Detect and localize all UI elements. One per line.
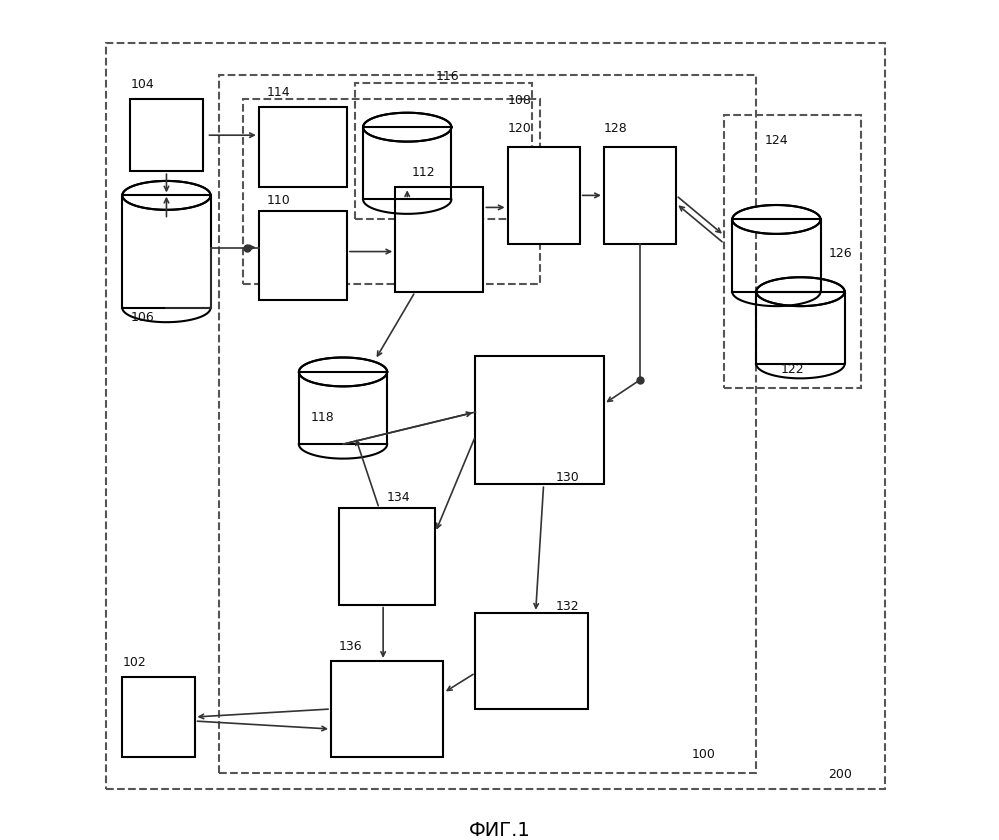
FancyBboxPatch shape: [122, 677, 195, 757]
Text: 112: 112: [412, 166, 435, 179]
Text: 134: 134: [388, 491, 411, 504]
Text: ФИГ.1: ФИГ.1: [469, 822, 530, 840]
Text: 132: 132: [555, 600, 579, 612]
Text: 200: 200: [828, 769, 852, 781]
Text: 110: 110: [267, 194, 291, 207]
FancyBboxPatch shape: [331, 661, 444, 757]
Text: 106: 106: [130, 311, 154, 323]
FancyBboxPatch shape: [259, 212, 347, 300]
Polygon shape: [122, 181, 211, 210]
FancyBboxPatch shape: [476, 356, 603, 485]
Text: 122: 122: [780, 363, 804, 376]
Bar: [219, 75, 756, 773]
Bar: [355, 83, 531, 219]
FancyBboxPatch shape: [507, 147, 579, 244]
Text: 124: 124: [764, 134, 788, 147]
Polygon shape: [732, 205, 820, 234]
Bar: [243, 99, 539, 284]
FancyBboxPatch shape: [603, 147, 676, 244]
FancyBboxPatch shape: [339, 508, 436, 605]
Bar: [724, 115, 860, 388]
Text: 114: 114: [267, 86, 291, 99]
Text: 104: 104: [130, 78, 154, 91]
Polygon shape: [756, 277, 844, 306]
Text: 130: 130: [555, 471, 579, 485]
Text: 120: 120: [507, 122, 531, 135]
FancyBboxPatch shape: [130, 99, 203, 171]
Text: 108: 108: [507, 94, 531, 108]
FancyBboxPatch shape: [259, 108, 347, 187]
Text: 126: 126: [828, 247, 852, 260]
Text: 116: 116: [436, 70, 459, 83]
FancyBboxPatch shape: [476, 612, 587, 709]
Polygon shape: [363, 113, 452, 142]
Text: 118: 118: [311, 411, 335, 424]
Text: 136: 136: [339, 640, 363, 653]
Text: 128: 128: [603, 122, 627, 135]
Text: 100: 100: [692, 748, 716, 761]
Text: 102: 102: [122, 656, 146, 669]
FancyBboxPatch shape: [396, 187, 484, 291]
Polygon shape: [299, 358, 388, 386]
